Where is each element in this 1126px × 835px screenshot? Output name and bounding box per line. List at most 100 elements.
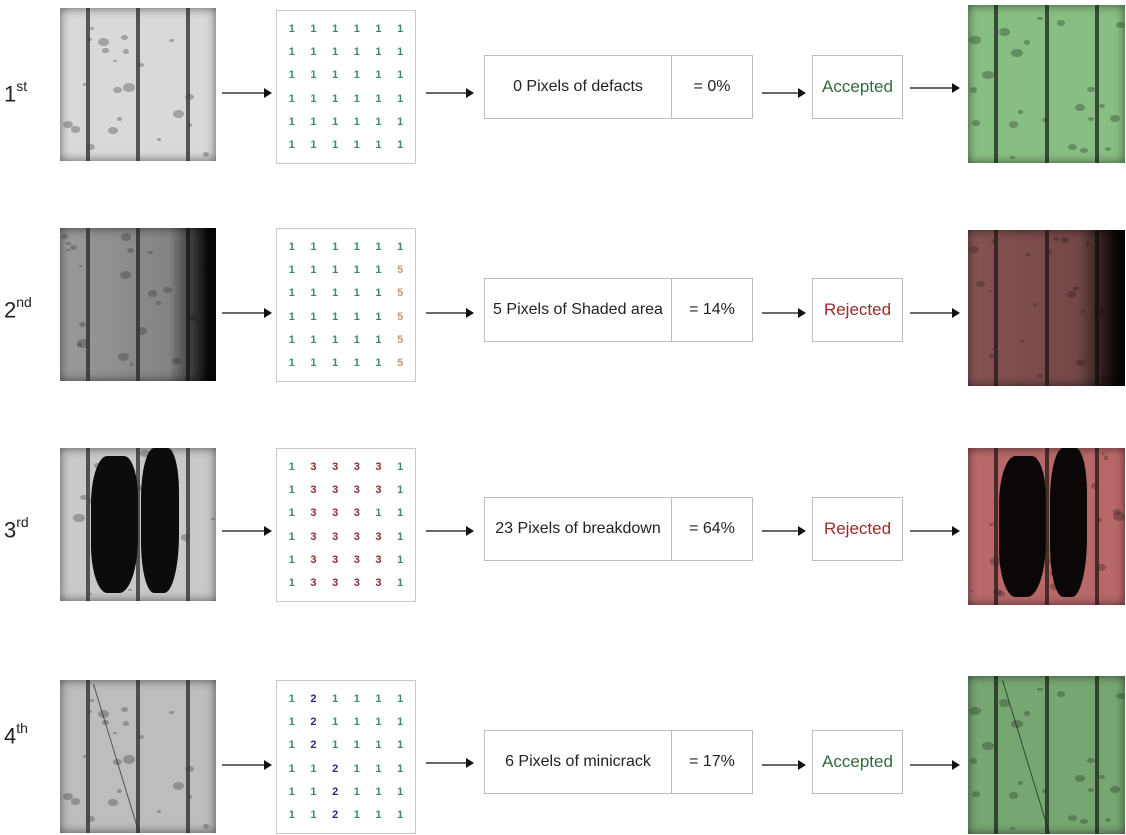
shaded-region bbox=[60, 228, 216, 381]
grid-value: 1 bbox=[397, 139, 404, 152]
grid-value: 1 bbox=[288, 692, 295, 705]
verdict-box: Accepted bbox=[812, 55, 903, 119]
grid-value: 1 bbox=[397, 115, 404, 128]
grid-value: 1 bbox=[353, 115, 360, 128]
surface-stain bbox=[113, 86, 122, 93]
grid-value: 1 bbox=[332, 115, 339, 128]
input-cell-image bbox=[60, 8, 216, 161]
verdict-box: Accepted bbox=[812, 730, 903, 794]
grid-value: 5 bbox=[397, 287, 404, 300]
grid-value: 1 bbox=[375, 92, 382, 105]
defect-description-box: 5 Pixels of Shaded area bbox=[484, 278, 672, 342]
surface-stain bbox=[79, 494, 87, 500]
surface-stain bbox=[122, 83, 135, 92]
surface-stain bbox=[186, 795, 193, 800]
grid-value: 1 bbox=[288, 530, 295, 543]
grid-value: 1 bbox=[310, 762, 317, 775]
surface-stain bbox=[186, 123, 193, 128]
grid-value: 1 bbox=[288, 762, 295, 775]
grid-value: 5 bbox=[397, 263, 404, 276]
grid-value: 1 bbox=[397, 460, 404, 473]
grid-value: 1 bbox=[332, 310, 339, 323]
grid-value: 1 bbox=[310, 69, 317, 82]
busbar bbox=[86, 680, 91, 833]
surface-stain bbox=[123, 49, 130, 54]
surface-stain bbox=[173, 782, 185, 790]
grid-value: 1 bbox=[353, 809, 360, 822]
grid-value: 1 bbox=[353, 287, 360, 300]
grid-value: 1 bbox=[332, 92, 339, 105]
pixel-grid: 1 2 1 1 1 1 1 2 1 1 1 1 1 2 1 1 1 1 1 1 2 1 1 1 1 1 2 1 1 1 1 1 2 1 1 1 bbox=[276, 680, 416, 834]
grid-value: 1 bbox=[310, 357, 317, 370]
grid-value: 1 bbox=[375, 762, 382, 775]
grid-value: 1 bbox=[375, 69, 382, 82]
grid-value: 1 bbox=[332, 263, 339, 276]
grid-value: 3 bbox=[332, 460, 339, 473]
grid-value: 1 bbox=[288, 240, 295, 253]
grid-value: 1 bbox=[353, 762, 360, 775]
ordinal-label: 1st bbox=[4, 78, 28, 107]
surface-stain bbox=[180, 534, 191, 542]
grid-value: 1 bbox=[353, 785, 360, 798]
grid-value: 1 bbox=[353, 692, 360, 705]
surface-stain bbox=[87, 709, 93, 714]
grid-value: 1 bbox=[397, 739, 404, 752]
grid-value: 1 bbox=[375, 45, 382, 58]
grid-value: 1 bbox=[397, 715, 404, 728]
arrow bbox=[762, 308, 806, 318]
defect-description-box: 6 Pixels of minicrack bbox=[484, 730, 672, 794]
surface-stain bbox=[203, 152, 210, 157]
grid-value: 1 bbox=[397, 240, 404, 253]
grid-value: 3 bbox=[375, 577, 382, 590]
input-cell-image bbox=[60, 228, 216, 381]
busbar bbox=[136, 680, 140, 833]
grid-value: 1 bbox=[375, 333, 382, 346]
grid-value: 1 bbox=[353, 22, 360, 35]
grid-value: 3 bbox=[353, 530, 360, 543]
grid-value: 1 bbox=[310, 785, 317, 798]
pixel-grid: 1 1 1 1 1 1 1 1 1 1 1 1 1 1 1 1 1 1 1 1 1 1 1 1 1 1 1 1 1 1 1 1 1 1 1 1 bbox=[276, 10, 416, 164]
grid-value: 1 bbox=[332, 692, 339, 705]
grid-value: 1 bbox=[353, 357, 360, 370]
arrow bbox=[222, 308, 272, 318]
grid-value: 1 bbox=[288, 483, 295, 496]
breakdown-region bbox=[141, 448, 179, 594]
grid-value: 2 bbox=[310, 739, 317, 752]
grid-value: 1 bbox=[288, 139, 295, 152]
grid-value: 1 bbox=[332, 287, 339, 300]
surface-stain bbox=[86, 143, 96, 151]
grid-value: 1 bbox=[397, 762, 404, 775]
grid-value: 1 bbox=[332, 240, 339, 253]
grid-value: 1 bbox=[288, 357, 295, 370]
surface-stain bbox=[173, 110, 185, 118]
grid-value: 1 bbox=[375, 357, 382, 370]
grid-value: 1 bbox=[353, 139, 360, 152]
surface-stain bbox=[102, 48, 109, 53]
ordinal-label: 4th bbox=[4, 720, 28, 749]
surface-stain bbox=[82, 83, 86, 86]
surface-stain bbox=[123, 721, 130, 726]
grid-value: 3 bbox=[353, 507, 360, 520]
surface-stain bbox=[185, 94, 194, 100]
grid-value: 2 bbox=[310, 692, 317, 705]
grid-value: 1 bbox=[375, 310, 382, 323]
grid-value: 1 bbox=[397, 809, 404, 822]
grid-value: 1 bbox=[310, 115, 317, 128]
grid-value: 3 bbox=[353, 460, 360, 473]
surface-stain bbox=[108, 127, 118, 134]
grid-value: 1 bbox=[397, 553, 404, 566]
input-cell-image bbox=[60, 448, 216, 601]
surface-stain bbox=[169, 711, 174, 715]
grid-value: 3 bbox=[332, 553, 339, 566]
arrow bbox=[910, 760, 960, 770]
defect-percentage-box: = 17% bbox=[672, 730, 753, 794]
grid-value: 1 bbox=[310, 809, 317, 822]
arrow bbox=[426, 88, 474, 98]
surface-stain bbox=[210, 517, 215, 521]
grid-value: 1 bbox=[375, 739, 382, 752]
busbar bbox=[136, 448, 140, 601]
busbar bbox=[136, 8, 140, 161]
grid-value: 1 bbox=[310, 240, 317, 253]
grid-value: 1 bbox=[288, 507, 295, 520]
grid-value: 3 bbox=[375, 483, 382, 496]
